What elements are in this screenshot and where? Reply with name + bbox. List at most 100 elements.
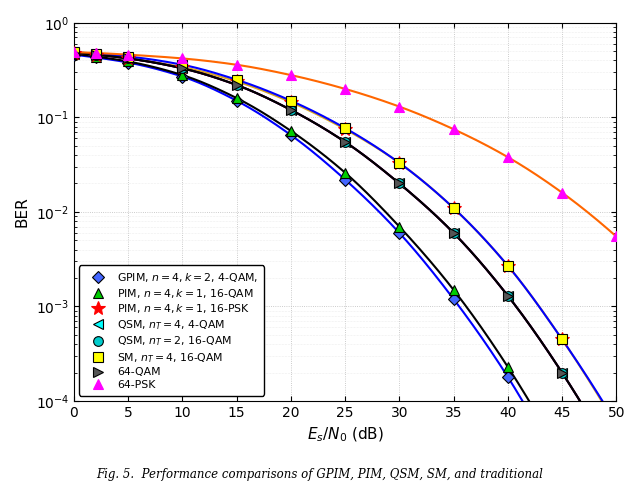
PIM, $n = 4, k = 1$, 16-QAM xyxy=(558,455,566,461)
QSM, $n_T = 2$, 16-QAM xyxy=(612,460,620,466)
QSM, $n_T = 4$, 4-QAM xyxy=(396,181,403,186)
64-QAM xyxy=(396,181,403,186)
QSM, $n_T = 2$, 16-QAM xyxy=(341,139,349,145)
GPIM, $n = 4, k = 2$, 4-QAM, xyxy=(396,230,403,236)
64-PSK xyxy=(341,86,349,92)
64-PSK xyxy=(287,72,294,78)
QSM, $n_T = 2$, 16-QAM xyxy=(92,52,99,57)
Line: QSM, $n_T = 2$, 16-QAM: QSM, $n_T = 2$, 16-QAM xyxy=(69,48,621,468)
QSM, $n_T = 2$, 16-QAM xyxy=(450,230,458,236)
64-PSK xyxy=(233,62,241,68)
64-QAM xyxy=(450,230,458,236)
SM, $n_T = 4$, 16-QAM xyxy=(612,421,620,426)
PIM, $n = 4, k = 1$, 16-PSK xyxy=(92,52,99,57)
QSM, $n_T = 2$, 16-QAM xyxy=(504,293,511,298)
64-PSK xyxy=(396,104,403,110)
QSM, $n_T = 4$, 4-QAM xyxy=(612,460,620,466)
PIM, $n = 4, k = 1$, 16-PSK xyxy=(70,50,77,56)
PIM, $n = 4, k = 1$, 16-PSK xyxy=(450,205,458,211)
GPIM, $n = 4, k = 2$, 4-QAM, xyxy=(450,296,458,302)
QSM, $n_T = 4$, 4-QAM xyxy=(287,107,294,113)
PIM, $n = 4, k = 1$, 16-PSK xyxy=(287,99,294,105)
GPIM, $n = 4, k = 2$, 4-QAM, xyxy=(558,469,566,474)
SM, $n_T = 4$, 16-QAM xyxy=(70,49,77,55)
QSM, $n_T = 4$, 4-QAM xyxy=(558,369,566,375)
PIM, $n = 4, k = 1$, 16-QAM xyxy=(233,95,241,101)
GPIM, $n = 4, k = 2$, 4-QAM, xyxy=(179,74,186,80)
PIM, $n = 4, k = 1$, 16-QAM xyxy=(124,58,132,64)
GPIM, $n = 4, k = 2$, 4-QAM, xyxy=(341,177,349,183)
64-PSK xyxy=(558,190,566,196)
64-QAM xyxy=(558,369,566,375)
GPIM, $n = 4, k = 2$, 4-QAM, xyxy=(70,52,77,57)
64-QAM xyxy=(70,50,77,56)
64-PSK xyxy=(612,234,620,240)
SM, $n_T = 4$, 16-QAM xyxy=(92,51,99,57)
PIM, $n = 4, k = 1$, 16-PSK xyxy=(233,79,241,85)
GPIM, $n = 4, k = 2$, 4-QAM, xyxy=(233,98,241,104)
64-QAM xyxy=(287,107,294,113)
QSM, $n_T = 2$, 16-QAM xyxy=(124,56,132,61)
GPIM, $n = 4, k = 2$, 4-QAM, xyxy=(124,59,132,65)
QSM, $n_T = 4$, 4-QAM xyxy=(179,65,186,71)
64-PSK xyxy=(179,56,186,61)
Line: QSM, $n_T = 4$, 4-QAM: QSM, $n_T = 4$, 4-QAM xyxy=(69,48,621,468)
SM, $n_T = 4$, 16-QAM xyxy=(124,54,132,59)
PIM, $n = 4, k = 1$, 16-QAM xyxy=(70,51,77,57)
PIM, $n = 4, k = 1$, 16-PSK xyxy=(504,263,511,269)
Line: GPIM, $n = 4, k = 2$, 4-QAM,: GPIM, $n = 4, k = 2$, 4-QAM, xyxy=(70,51,620,483)
64-PSK xyxy=(124,52,132,57)
64-QAM xyxy=(233,82,241,88)
PIM, $n = 4, k = 1$, 16-PSK xyxy=(341,126,349,132)
QSM, $n_T = 4$, 4-QAM xyxy=(70,50,77,56)
SM, $n_T = 4$, 16-QAM xyxy=(504,263,511,269)
GPIM, $n = 4, k = 2$, 4-QAM, xyxy=(504,374,511,380)
PIM, $n = 4, k = 1$, 16-QAM xyxy=(504,364,511,369)
PIM, $n = 4, k = 1$, 16-QAM xyxy=(179,72,186,78)
64-PSK xyxy=(70,49,77,55)
PIM, $n = 4, k = 1$, 16-PSK xyxy=(396,160,403,166)
PIM, $n = 4, k = 1$, 16-PSK xyxy=(558,336,566,342)
64-QAM xyxy=(92,52,99,57)
SM, $n_T = 4$, 16-QAM xyxy=(396,160,403,166)
QSM, $n_T = 4$, 4-QAM xyxy=(450,230,458,236)
64-PSK xyxy=(450,126,458,132)
Line: SM, $n_T = 4$, 16-QAM: SM, $n_T = 4$, 16-QAM xyxy=(69,47,621,428)
QSM, $n_T = 2$, 16-QAM xyxy=(396,181,403,186)
Line: 64-QAM: 64-QAM xyxy=(69,48,621,468)
SM, $n_T = 4$, 16-QAM xyxy=(287,98,294,104)
SM, $n_T = 4$, 16-QAM xyxy=(450,205,458,211)
QSM, $n_T = 2$, 16-QAM xyxy=(558,369,566,375)
GPIM, $n = 4, k = 2$, 4-QAM, xyxy=(92,55,99,60)
64-QAM xyxy=(341,139,349,145)
PIM, $n = 4, k = 1$, 16-QAM xyxy=(92,54,99,59)
PIM, $n = 4, k = 1$, 16-PSK xyxy=(124,56,132,61)
QSM, $n_T = 4$, 4-QAM xyxy=(124,56,132,61)
SM, $n_T = 4$, 16-QAM xyxy=(341,125,349,131)
QSM, $n_T = 2$, 16-QAM xyxy=(287,107,294,113)
64-PSK xyxy=(504,154,511,160)
PIM, $n = 4, k = 1$, 16-QAM xyxy=(287,128,294,134)
QSM, $n_T = 4$, 4-QAM xyxy=(504,293,511,298)
PIM, $n = 4, k = 1$, 16-PSK xyxy=(179,64,186,70)
SM, $n_T = 4$, 16-QAM xyxy=(558,336,566,342)
PIM, $n = 4, k = 1$, 16-QAM xyxy=(450,287,458,293)
QSM, $n_T = 4$, 4-QAM xyxy=(341,139,349,145)
Text: Fig. 5.  Performance comparisons of GPIM, PIM, QSM, SM, and traditional: Fig. 5. Performance comparisons of GPIM,… xyxy=(97,468,543,481)
GPIM, $n = 4, k = 2$, 4-QAM, xyxy=(287,132,294,138)
PIM, $n = 4, k = 1$, 16-PSK xyxy=(612,423,620,428)
PIM, $n = 4, k = 1$, 16-QAM xyxy=(396,224,403,229)
X-axis label: $E_s/N_0$ (dB): $E_s/N_0$ (dB) xyxy=(307,426,383,444)
SM, $n_T = 4$, 16-QAM xyxy=(179,62,186,68)
64-QAM xyxy=(179,65,186,71)
64-QAM xyxy=(124,56,132,61)
64-QAM xyxy=(612,460,620,466)
Line: PIM, $n = 4, k = 1$, 16-QAM: PIM, $n = 4, k = 1$, 16-QAM xyxy=(69,49,621,483)
QSM, $n_T = 4$, 4-QAM xyxy=(233,82,241,88)
QSM, $n_T = 2$, 16-QAM xyxy=(70,50,77,56)
Y-axis label: BER: BER xyxy=(15,197,30,227)
Legend: GPIM, $n = 4, k = 2$, 4-QAM,, PIM, $n = 4, k = 1$, 16-QAM, PIM, $n = 4, k = 1$, : GPIM, $n = 4, k = 2$, 4-QAM,, PIM, $n = … xyxy=(79,266,264,396)
Line: PIM, $n = 4, k = 1$, 16-PSK: PIM, $n = 4, k = 1$, 16-PSK xyxy=(67,46,623,433)
QSM, $n_T = 4$, 4-QAM xyxy=(92,52,99,57)
64-QAM xyxy=(504,293,511,298)
